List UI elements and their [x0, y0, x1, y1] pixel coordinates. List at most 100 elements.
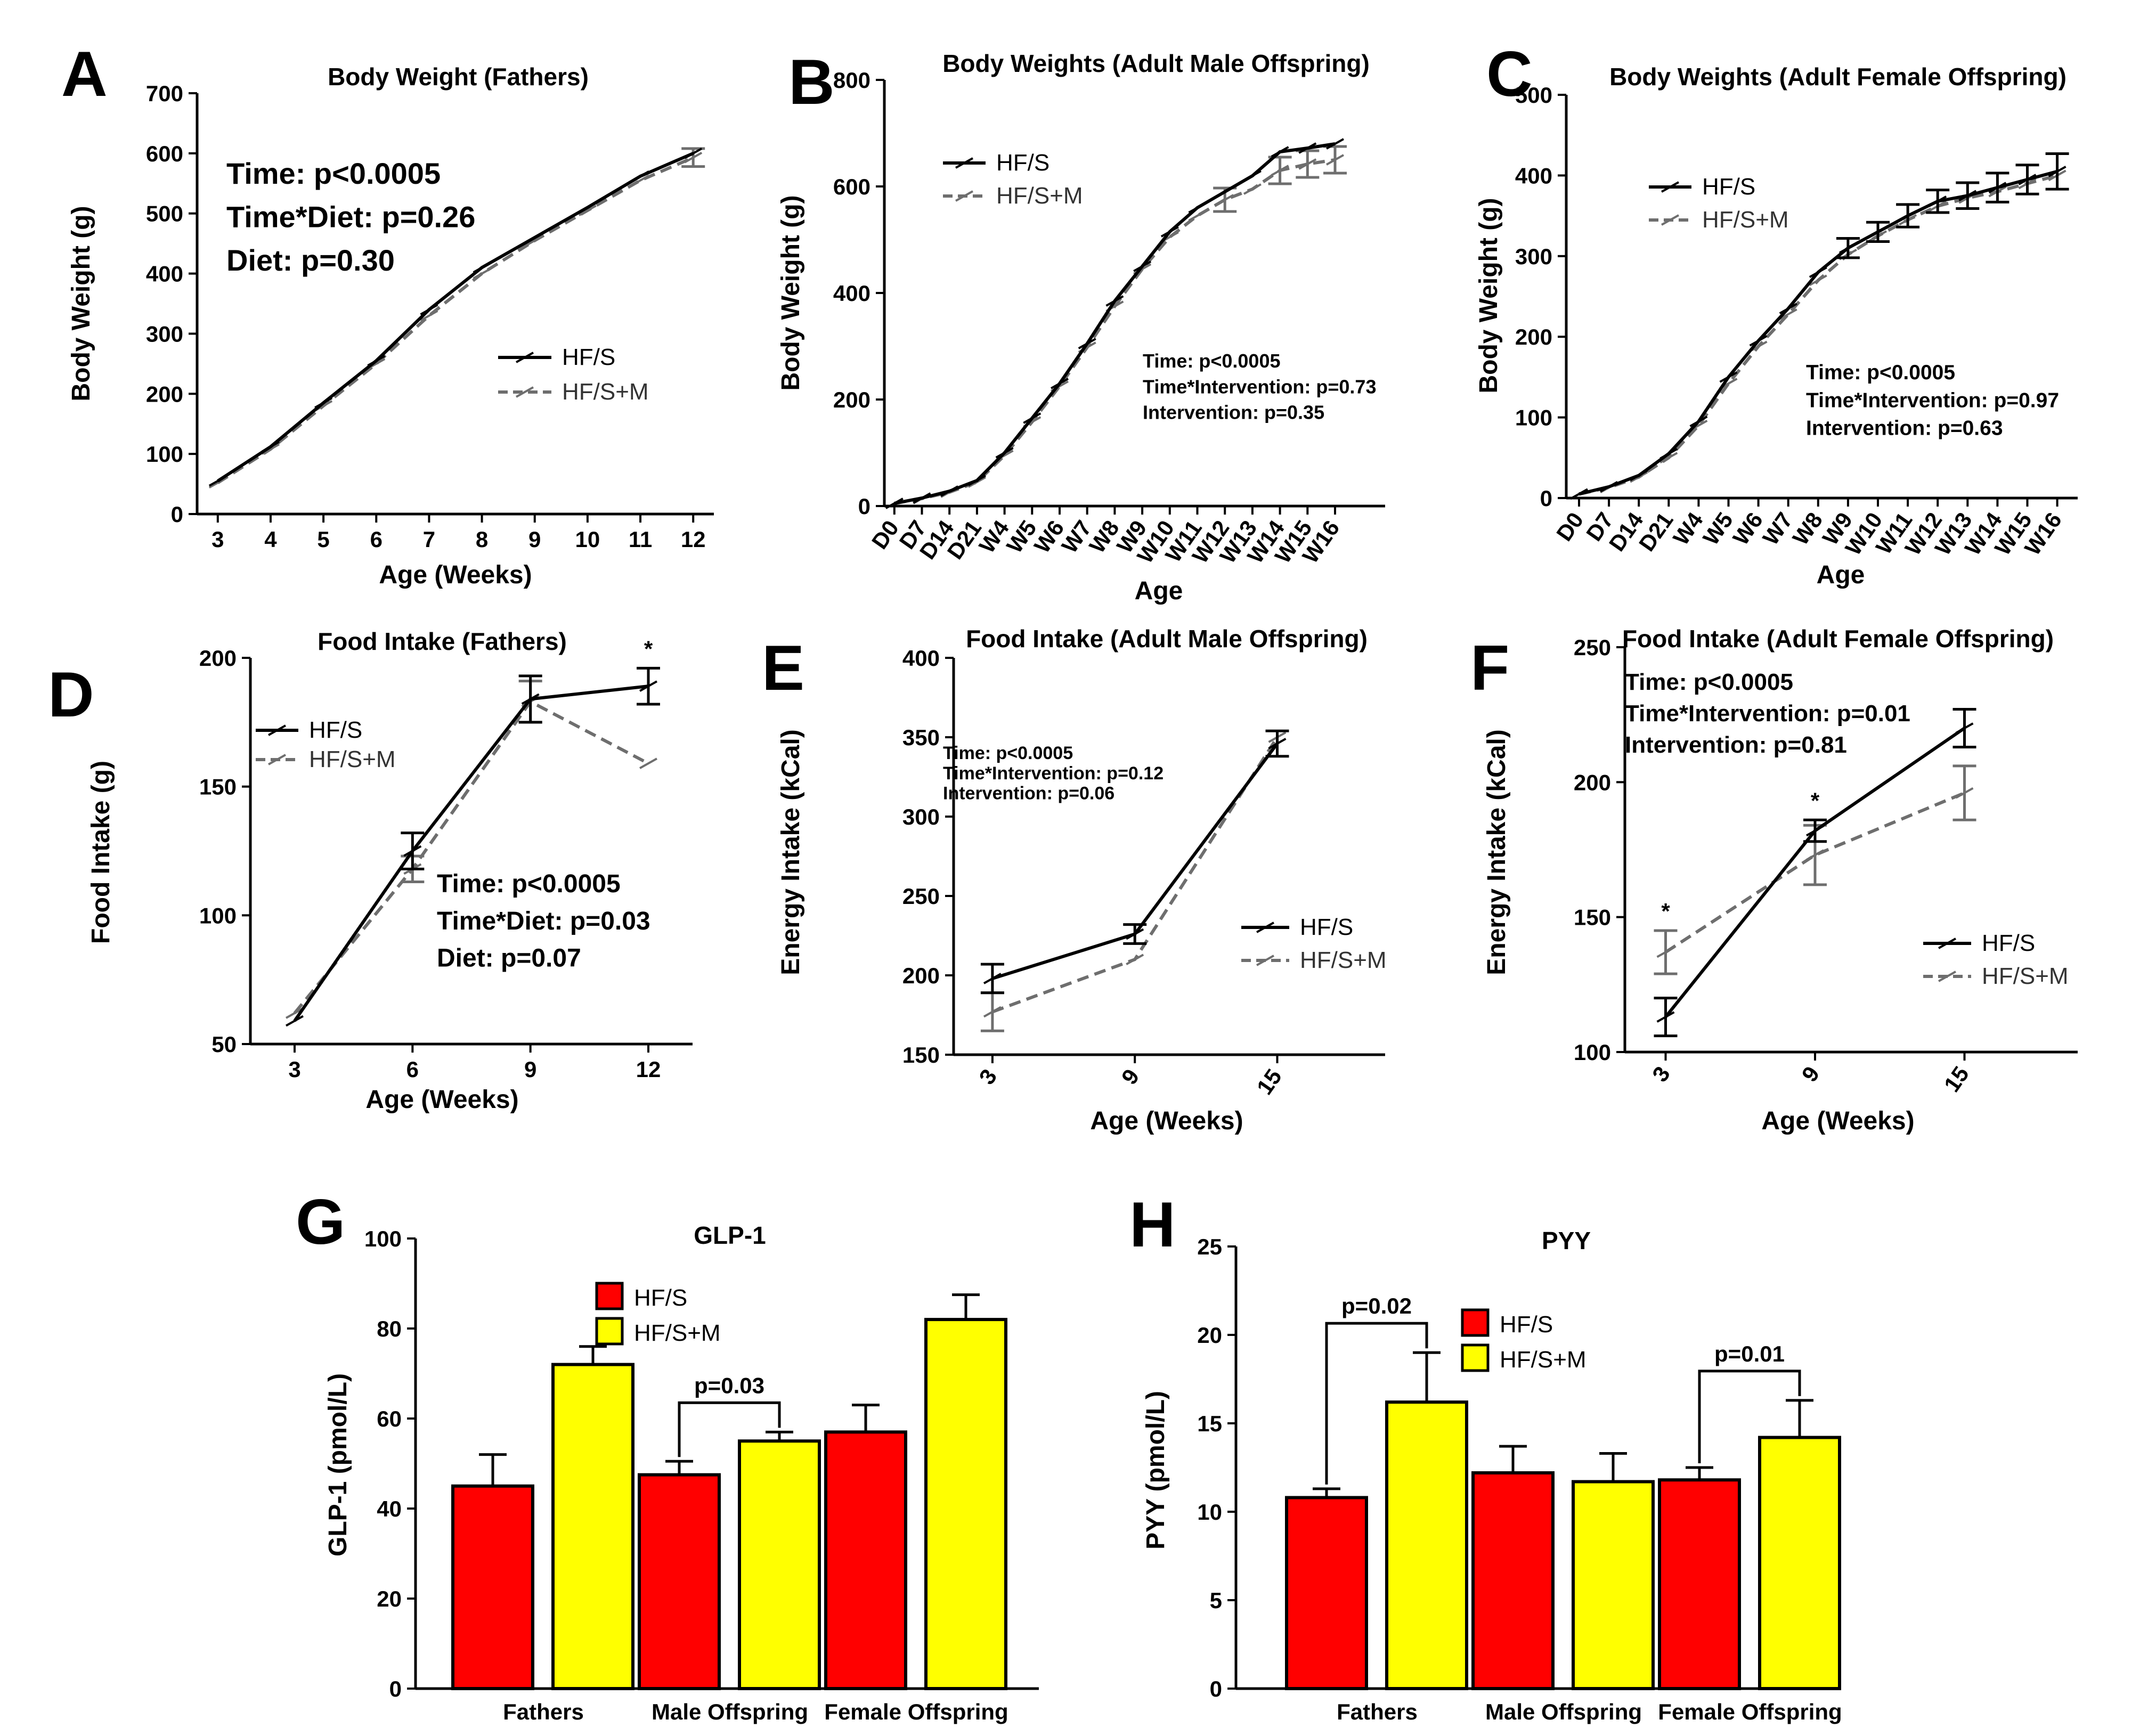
- stats-line: Time*Intervention: p=0.97: [1806, 389, 2059, 412]
- y-tick-label: 0: [389, 1676, 402, 1701]
- data-point-hfs: [1268, 738, 1287, 749]
- data-point-hfsm: [1806, 849, 1824, 861]
- legend-marker: [516, 386, 534, 398]
- data-point-hfsm: [525, 234, 544, 247]
- y-tick-label: 20: [1197, 1323, 1222, 1348]
- data-point-hfs: [525, 232, 544, 243]
- x-tick-label: 8: [476, 527, 488, 552]
- x-category-label: Fathers: [503, 1699, 584, 1724]
- x-tick-label: 15: [1939, 1062, 1974, 1096]
- significance-bracket: [678, 1401, 781, 1457]
- x-category-label: Male Offspring: [652, 1699, 808, 1724]
- data-point-hfs: [578, 201, 597, 214]
- y-tick-label: 200: [1515, 324, 1552, 349]
- y-tick-label: 250: [902, 884, 940, 909]
- y-tick-label: 400: [833, 281, 870, 306]
- x-axis-label: Age (Weeks): [1090, 1107, 1243, 1135]
- y-tick-label: 80: [377, 1316, 402, 1341]
- data-point-hfs: [2048, 166, 2066, 177]
- data-point-hfsm: [578, 205, 597, 216]
- data-point-hfs: [967, 475, 986, 486]
- chart-title: Food Intake (Adult Male Offspring): [966, 625, 1368, 653]
- stats-line: Diet: p=0.07: [437, 944, 581, 973]
- data-point-hfsm: [684, 152, 703, 164]
- data-point-hfsm: [1271, 165, 1289, 176]
- x-tick-label: 3: [974, 1064, 1002, 1089]
- data-point-hfs: [1958, 190, 1977, 201]
- legend-marker: [268, 724, 286, 736]
- stats-line: Intervention: p=0.81: [1625, 732, 1847, 758]
- series-line-hfs: [217, 152, 694, 483]
- y-tick-label: 500: [1515, 83, 1552, 108]
- legend-marker: [1661, 181, 1679, 193]
- legend-label: HF/S: [1982, 930, 2035, 956]
- legend-marker: [955, 190, 973, 202]
- data-point-hfs: [1719, 371, 1738, 383]
- legend-marker: [1256, 922, 1274, 933]
- y-tick-label: 250: [1574, 635, 1611, 660]
- bar-hfs: [638, 1473, 721, 1690]
- bar-hfsm: [738, 1439, 821, 1690]
- data-point-hfsm: [1298, 158, 1317, 170]
- x-tick-label: 7: [423, 527, 435, 552]
- data-point-hfs: [1749, 335, 1768, 347]
- legend-label: HF/S: [634, 1285, 687, 1311]
- legend-swatch-hfs: [1461, 1308, 1490, 1337]
- data-point-hfsm: [1326, 154, 1344, 166]
- data-point-hfs: [473, 262, 491, 274]
- legend-label: HF/S+M: [634, 1320, 721, 1346]
- y-tick-label: 50: [211, 1032, 237, 1057]
- data-point-hfs: [1298, 142, 1317, 154]
- stats-line: Diet: p=0.30: [226, 243, 395, 277]
- legend-label: HF/S: [996, 150, 1049, 176]
- x-axis-label: Age: [1817, 561, 1865, 589]
- legend-swatch-hfsm: [595, 1317, 624, 1346]
- y-axis-label: PYY (pmol/L): [1142, 1391, 1170, 1550]
- y-tick-label: 200: [146, 381, 183, 406]
- y-axis-label: Energy Intake (kCal): [777, 729, 805, 975]
- panel-letter: D: [48, 659, 94, 730]
- bar-hfsm: [924, 1318, 1007, 1691]
- legend-swatch-hfsm: [1461, 1343, 1490, 1372]
- y-axis-label: Food Intake (g): [87, 761, 115, 944]
- y-tick-label: 600: [146, 141, 183, 166]
- y-tick-label: 150: [199, 775, 237, 800]
- stats-line: Time: p<0.0005: [1806, 361, 1955, 384]
- data-point-hfs: [1806, 825, 1824, 837]
- stats-line: Time*Intervention: p=0.73: [1143, 376, 1376, 397]
- y-tick-label: 400: [1515, 163, 1552, 188]
- x-tick-label: 9: [524, 1057, 536, 1082]
- legend-marker: [1661, 214, 1679, 226]
- bar-hfs: [824, 1430, 907, 1691]
- stats-line: Intervention: p=0.06: [943, 784, 1114, 804]
- y-tick-label: 40: [377, 1496, 402, 1521]
- legend-label: HF/S: [309, 717, 362, 743]
- data-point-hfs: [1133, 260, 1152, 272]
- y-tick-label: 200: [833, 387, 870, 412]
- y-tick-label: 5: [1210, 1588, 1222, 1613]
- y-tick-label: 0: [1540, 486, 1552, 511]
- data-point-hfs: [1051, 378, 1069, 389]
- panel-C: C Body Weights (Adult Female Offspring) 0 1…: [1475, 38, 2078, 589]
- x-tick-label: 9: [1117, 1064, 1144, 1089]
- data-point-hfsm: [420, 309, 438, 322]
- legend-marker: [1938, 938, 1956, 949]
- data-point-hfs: [631, 170, 650, 182]
- x-category-label: Female Offspring: [824, 1699, 1008, 1724]
- legend-label: HF/S+M: [1982, 963, 2069, 989]
- data-point-hfs: [940, 485, 959, 497]
- chart-title: Body Weights (Adult Female Offspring): [1609, 63, 2066, 91]
- data-point-hfsm: [639, 757, 657, 769]
- legend-label: HF/S+M: [1702, 207, 1789, 233]
- significance-bracket: [1325, 1322, 1428, 1485]
- y-axis-label: Body Weight (g): [777, 195, 805, 390]
- bar-hfsm: [1758, 1436, 1841, 1691]
- data-point-hfsm: [1188, 210, 1207, 222]
- legend-label: HF/S: [1702, 174, 1755, 200]
- y-tick-label: 100: [1574, 1040, 1611, 1065]
- data-point-hfs: [913, 492, 931, 504]
- series-line-hfsm: [1579, 174, 2058, 496]
- data-point-hfsm: [261, 443, 280, 455]
- legend-swatch-hfs: [595, 1282, 624, 1310]
- y-tick-label: 600: [833, 174, 870, 199]
